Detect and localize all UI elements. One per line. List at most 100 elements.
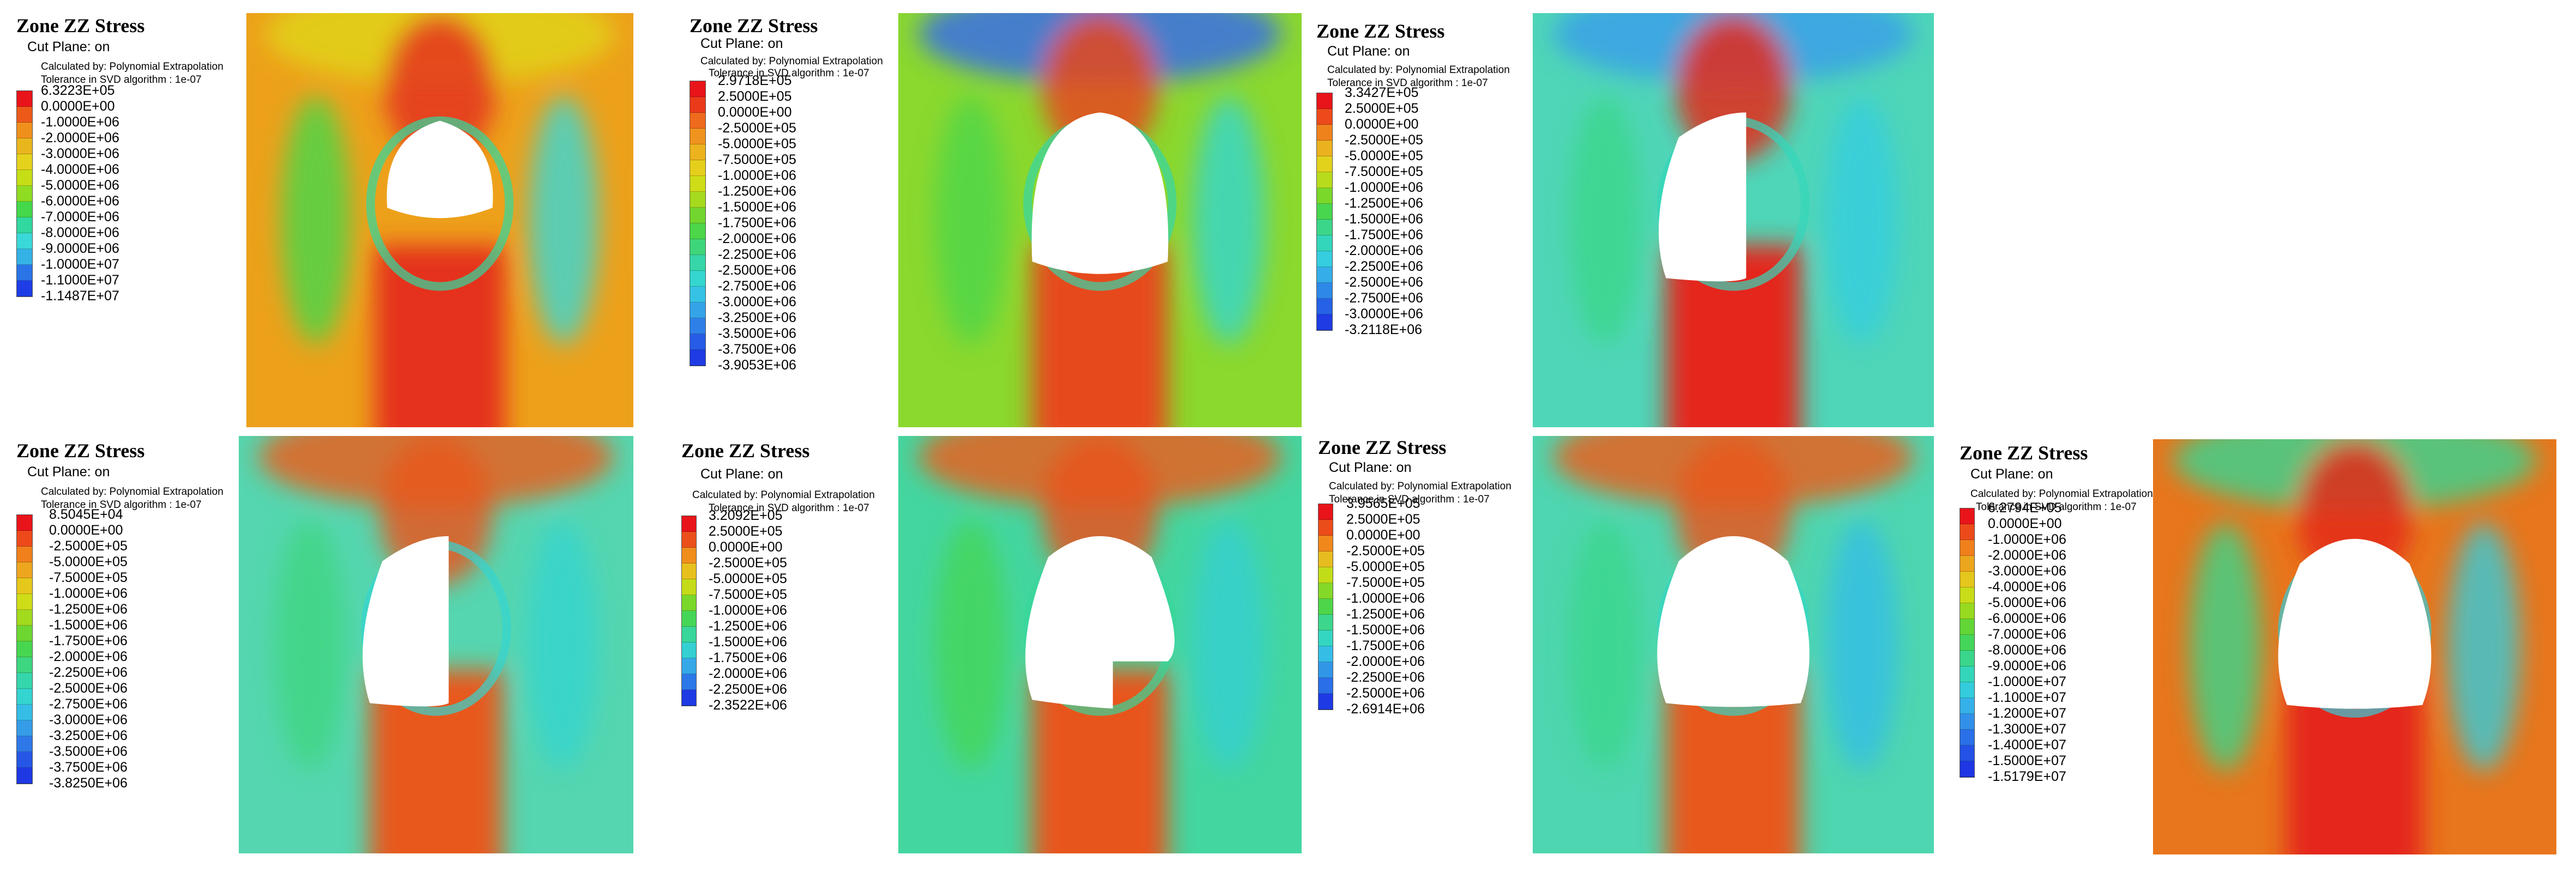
scale-label: -6.0000E+06 (1988, 611, 2066, 626)
scale-label: -2.5000E+05 (718, 120, 796, 136)
scale-label: -3.8250E+06 (49, 775, 128, 791)
color-swatch (1317, 188, 1332, 204)
color-swatch (682, 595, 696, 611)
contour-field (2153, 439, 2556, 854)
color-swatch (1319, 630, 1333, 646)
scale-label: -2.0000E+06 (49, 649, 128, 664)
legend-title: Zone ZZ Stress (690, 15, 818, 37)
scale-label: -1.0000E+07 (1988, 674, 2066, 689)
color-swatch (1319, 662, 1333, 678)
color-swatch (1317, 235, 1332, 251)
scale-label: 3.9565E+05 (1346, 496, 1420, 511)
color-swatch (17, 281, 32, 296)
scale-label: -2.5000E+05 (1345, 132, 1423, 148)
scale-label: -1.1000E+07 (41, 272, 119, 288)
color-swatch (682, 674, 696, 690)
color-scale (690, 81, 706, 366)
color-swatch (17, 689, 32, 705)
contour-field (246, 13, 633, 427)
color-swatch (682, 532, 696, 548)
scale-label: -1.0000E+06 (1346, 591, 1425, 606)
tunnel-opening (1657, 536, 1810, 707)
color-swatch (690, 271, 705, 287)
color-swatch (1317, 283, 1332, 299)
color-swatch (690, 318, 705, 334)
legend-title: Zone ZZ Stress (681, 440, 810, 462)
scale-label: -2.5000E+06 (1345, 275, 1423, 290)
color-swatch (682, 579, 696, 595)
color-swatch (17, 107, 32, 123)
scale-label: -1.2500E+06 (709, 619, 787, 634)
cut-plane-label: Cut Plane: on (27, 464, 110, 480)
scale-label: -2.7500E+06 (718, 278, 796, 294)
tolerance-label: Tolerance in SVD algorithm : 1e-07 (709, 502, 869, 514)
scale-label: -1.2500E+06 (1345, 196, 1423, 211)
tolerance-label: Tolerance in SVD algorithm : 1e-07 (41, 74, 202, 86)
scale-label: -7.0000E+06 (1988, 627, 2066, 642)
scale-label: 2.9718E+05 (718, 73, 792, 88)
legend: Zone ZZ Stress Cut Plane: on Calculated … (690, 14, 908, 439)
color-swatch (690, 208, 705, 223)
scale-label: -1.5000E+06 (49, 617, 128, 633)
color-swatch (682, 642, 696, 658)
color-swatch (17, 265, 32, 281)
tunnel-opening (1659, 112, 1746, 282)
scale-label: -1.2500E+06 (1346, 607, 1425, 622)
color-swatch (690, 239, 705, 255)
scale-label: -2.0000E+06 (1345, 243, 1423, 258)
scale-label: -1.0000E+06 (49, 586, 128, 601)
color-swatch (690, 302, 705, 318)
color-swatch (1317, 156, 1332, 172)
scale-label: -1.5000E+07 (1988, 753, 2066, 768)
color-swatch (682, 548, 696, 563)
scale-label: -1.7500E+06 (1345, 227, 1423, 242)
color-swatch (17, 673, 32, 689)
scale-label: -1.2500E+06 (49, 602, 128, 617)
scale-label: 0.0000E+00 (41, 99, 115, 114)
color-swatch (1960, 682, 1974, 698)
color-swatch (17, 578, 32, 594)
scale-label: -2.2500E+06 (709, 682, 787, 697)
scale-label: -7.5000E+05 (709, 587, 787, 602)
color-swatch (1960, 698, 1974, 714)
color-swatch (1317, 314, 1332, 330)
method-label: Calculated by: Polynomial Extrapolation (1329, 481, 1511, 492)
color-swatch (1319, 694, 1333, 710)
side-lobe (2189, 522, 2262, 772)
color-swatch (17, 610, 32, 626)
side-lobe (1193, 519, 1266, 770)
color-swatch (17, 736, 32, 752)
color-swatch (682, 690, 696, 706)
color-swatch (690, 129, 705, 144)
color-swatch (1960, 540, 1974, 556)
scale-label: -1.1000E+07 (1988, 690, 2066, 705)
side-lobe (1569, 96, 1641, 344)
color-swatch (1960, 651, 1974, 666)
scale-label: -5.0000E+06 (1988, 595, 2066, 610)
legend-title: Zone ZZ Stress (16, 440, 145, 462)
tunnel-opening (2278, 538, 2432, 709)
color-swatch (17, 249, 32, 265)
color-swatch (1319, 567, 1333, 583)
color-swatch (1960, 730, 1974, 745)
scale-label: -3.0000E+06 (718, 294, 796, 310)
color-swatch (1317, 267, 1332, 283)
color-swatch (1319, 678, 1333, 694)
legend-title: Zone ZZ Stress (16, 15, 145, 37)
color-swatch (690, 350, 705, 366)
side-lobe (1569, 519, 1641, 770)
scale-label: -3.0000E+06 (49, 712, 128, 728)
cut-plane-label: Cut Plane: on (1970, 466, 2053, 482)
scale-label: -2.5000E+05 (1346, 543, 1425, 559)
color-swatch (682, 627, 696, 642)
scale-label: -5.0000E+05 (709, 571, 787, 586)
color-swatch (690, 255, 705, 271)
scale-label: -1.2500E+06 (718, 184, 796, 199)
scale-label: -3.9053E+06 (718, 357, 796, 373)
contour-plot (1533, 436, 1934, 853)
scale-label: -1.3000E+07 (1988, 722, 2066, 737)
scale-label: -3.0000E+06 (1988, 563, 2066, 579)
scale-label: -1.5000E+06 (709, 634, 787, 650)
scale-label: -3.2118E+06 (1345, 322, 1423, 337)
color-swatch (1317, 125, 1332, 141)
